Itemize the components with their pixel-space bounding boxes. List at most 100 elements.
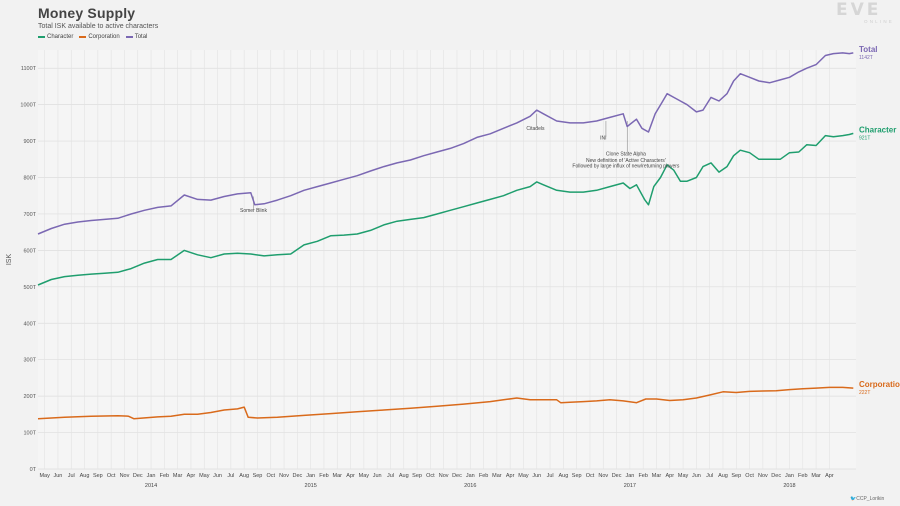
y-tick-label: 300T [23,358,36,364]
x-tick-label: Apr [825,473,834,479]
annotation-label: New definition of 'Active Characters' [586,158,666,164]
x-tick-label: Sep [572,473,582,479]
y-tick-label: 700T [23,212,36,218]
x-tick-label: Mar [173,473,183,479]
year-label: 2015 [305,483,317,489]
chart-subtitle: Total ISK available to active characters [38,23,159,30]
legend-swatch-total [125,36,133,38]
x-tick-label: Jan [625,473,634,479]
x-tick-label: Jun [532,473,541,479]
x-tick-label: May [199,473,210,479]
x-tick-label: Feb [319,473,328,479]
x-tick-label: Jul [387,473,394,479]
annotation-label: Somer Blink [240,208,267,214]
annotation-label: Followed by large influx of new/returnin… [572,163,679,169]
x-tick-label: Feb [798,473,807,479]
x-tick-label: Aug [80,473,90,479]
x-tick-label: May [39,473,50,479]
x-tick-label: Oct [426,473,435,479]
x-tick-label: Apr [506,473,515,479]
x-tick-label: Dec [133,473,143,479]
y-tick-label: 600T [23,248,36,254]
x-tick-label: May [678,473,689,479]
legend-label-character: Character [47,34,74,40]
series-end-value-total: 1142T [859,55,873,61]
y-tick-label: 500T [23,285,36,291]
legend-label-corporation: Corporation [88,34,120,40]
y-tick-label: 100T [23,431,36,437]
x-tick-label: Nov [439,473,449,479]
x-tick-label: Dec [612,473,622,479]
x-tick-label: Feb [479,473,488,479]
x-tick-label: Mar [811,473,821,479]
x-tick-label: Dec [452,473,462,479]
x-tick-label: Nov [279,473,289,479]
x-tick-label: Apr [187,473,196,479]
year-label: 2014 [145,483,157,489]
x-tick-label: Jul [706,473,713,479]
x-tick-label: Jun [373,473,382,479]
x-tick-label: Jun [54,473,63,479]
legend: Character Corporation Total [38,34,147,40]
legend-item-corporation[interactable]: Corporation [79,34,120,40]
x-tick-label: Aug [399,473,409,479]
x-tick-label: Jul [547,473,554,479]
x-tick-label: Feb [160,473,169,479]
series-line-corporation [37,386,854,420]
legend-item-total[interactable]: Total [125,34,147,40]
y-tick-label: 1100T [21,66,37,72]
x-tick-label: Sep [253,473,263,479]
y-tick-label: 900T [23,139,36,145]
logo-online-text: ONLINE [864,19,894,24]
x-tick-label: Oct [745,473,754,479]
series-line-total [37,52,854,235]
legend-item-character[interactable]: Character [38,34,73,40]
x-tick-label: Nov [598,473,608,479]
chart-title: Money Supply [38,5,136,21]
series-end-name-corporation: Corporation [859,380,900,389]
author-credit: 🐦CCP_Lorikin [850,496,885,502]
x-tick-label: Jul [68,473,75,479]
series-line-character [37,132,854,286]
x-tick-label: Mar [652,473,662,479]
logo-eve-text: EVE [836,0,882,20]
year-label: 2018 [783,483,795,489]
x-tick-label: Jan [785,473,794,479]
year-label: 2017 [624,483,636,489]
x-tick-label: Mar [333,473,343,479]
x-tick-label: Sep [731,473,741,479]
x-tick-label: Apr [666,473,675,479]
y-tick-label: 400T [23,321,36,327]
year-label: 2016 [464,483,476,489]
x-tick-label: Sep [93,473,103,479]
legend-swatch-character [38,36,45,38]
x-tick-label: Aug [558,473,568,479]
x-tick-label: Nov [120,473,130,479]
x-tick-label: Dec [292,473,302,479]
annotation-label: Clone State Alpha [606,152,646,158]
y-axis-label: ISK [6,254,13,266]
legend-swatch-corporation [79,36,87,38]
x-tick-label: Oct [586,473,595,479]
x-tick-label: Jan [466,473,475,479]
x-tick-label: Aug [239,473,249,479]
series-end-name-character: Character [859,125,896,134]
x-tick-label: Feb [638,473,647,479]
x-tick-label: Jun [692,473,701,479]
series-end-name-total: Total [859,45,878,54]
x-tick-label: Oct [266,473,275,479]
x-tick-label: Jan [306,473,315,479]
series-end-value-character: 921T [859,135,870,141]
eve-online-logo: EVE ONLINE [836,2,898,26]
y-tick-label: 1000T [20,103,36,109]
x-tick-label: May [359,473,370,479]
y-tick-label: 0T [30,467,37,473]
y-tick-label: 200T [23,394,36,400]
x-tick-label: Mar [492,473,502,479]
x-tick-label: Nov [758,473,768,479]
x-tick-label: Dec [771,473,781,479]
x-tick-label: May [518,473,529,479]
x-tick-label: Jun [213,473,222,479]
x-tick-label: Jan [147,473,156,479]
